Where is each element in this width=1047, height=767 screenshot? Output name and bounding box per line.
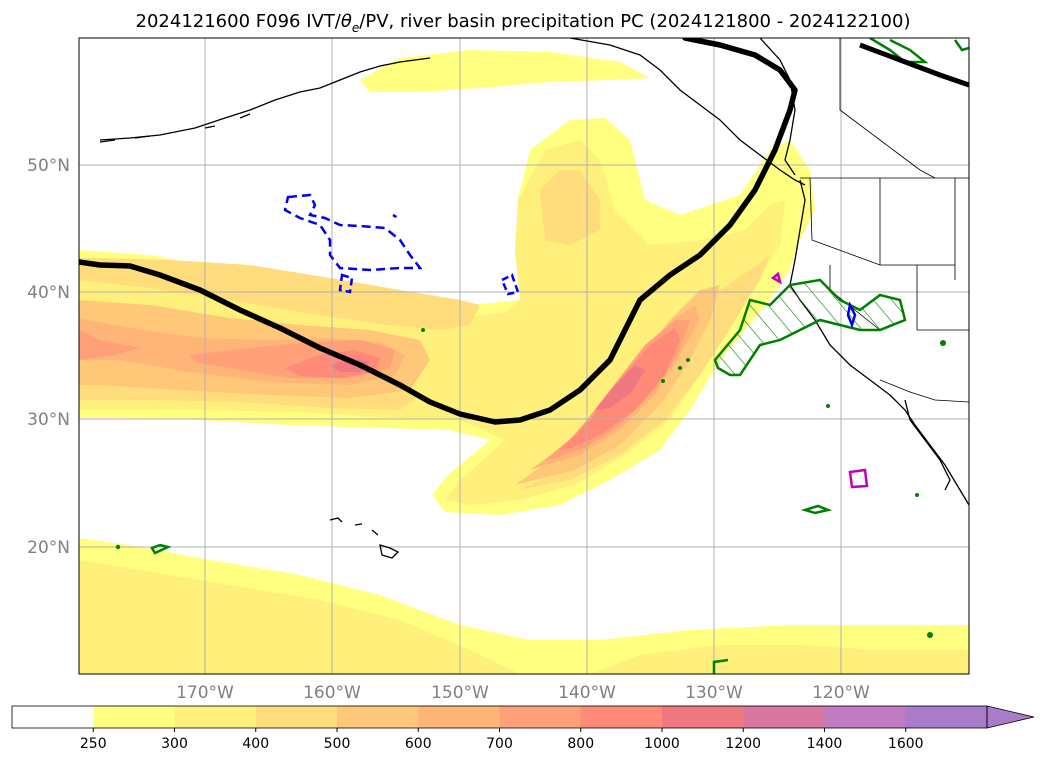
green-contour-northeast [869,38,929,64]
ivt-band-300-south-east [590,645,969,674]
colorbar-segment [662,706,744,728]
us-mexico-border [879,379,969,403]
lon-label-150w: 150°W [431,683,489,703]
colorbar-segment [824,706,907,728]
lon-label-160w: 160°W [303,683,361,703]
lon-label-120w: 120°W [812,683,870,703]
blue-dashed-contour-east [500,273,520,296]
borders [800,38,969,403]
colorbar-tick-label: 1400 [807,736,843,752]
state-borders [809,177,969,331]
green-contour-hawaii-west [150,543,172,555]
colorbar-tick-label: 500 [324,736,351,752]
colorbar-segment [174,706,257,728]
green-contour-northeast-2 [953,39,969,52]
colorbar-segment [905,706,988,728]
green-contour-south [800,504,833,515]
colorbar-segment [418,706,500,728]
ivt-shading [79,50,969,674]
colorbar-segments [12,706,988,728]
colorbar-tick-label: 600 [405,736,432,752]
colorbar-segment [93,706,175,728]
pv-contour-line [79,38,798,425]
colorbar-tick-label: 1000 [644,736,680,752]
lon-label-170w: 170°W [176,683,234,703]
coastlines [99,38,969,559]
ivt-band-400-east [520,170,770,490]
us-west-coast [789,179,969,506]
canada-coast [759,38,796,176]
colorbar-tick-label: 700 [486,736,513,752]
alaska-panhandle-coast [569,38,806,186]
map-area [79,38,969,674]
lat-label-20n: 20°N [27,538,70,558]
hawaii-islands [329,517,400,559]
colorbar-tick-label: 250 [80,736,107,752]
lat-label-50n: 50°N [27,156,70,176]
colorbar-segment [255,706,338,728]
blue-dashed-contour-main [283,193,423,272]
colorbar-extend-arrow [986,705,1035,729]
green-contours [150,38,969,674]
colorbar: 250 300 400 500 600 700 800 1000 1200 1400 1600 [11,705,1035,752]
colorbar-tick-label: 400 [242,736,269,752]
colorbar-segment [499,706,582,728]
ivt-band-1000-east [595,365,645,410]
lat-label-30n: 30°N [27,410,70,430]
map-frame [78,37,970,675]
colorbar-segment [12,706,94,728]
ivt-band-250-north [360,50,650,92]
colorbar-segment [580,706,663,728]
map-title: 2024121600 F096 IVT/θe/PV, river basin p… [136,11,911,35]
colorbar-tick-label: 1600 [888,736,924,752]
ivt-band-1000 [330,358,370,372]
magenta-contour-north [770,271,782,285]
alaska-coast [99,57,431,141]
colorbar-tick-label: 1200 [725,736,761,752]
green-contour-bottom [712,658,729,674]
colorbar-segment [743,706,825,728]
alaska-canada-border [839,38,936,179]
green-contour-california [713,278,907,377]
colorbar-tick-label: 800 [567,736,594,752]
blue-contour-california [846,301,857,329]
lon-label-130w: 130°W [685,683,743,703]
blue-dashed-contour-small [338,273,354,294]
blue-dashed-contour-dot [392,213,399,220]
baja-coast [904,399,951,491]
blue-dashed-contours [283,193,857,329]
magenta-contours [770,271,869,489]
colorbar-segment [337,706,419,728]
lon-label-140w: 140°W [558,683,616,703]
green-dots [115,328,946,638]
aleutian-islands [99,113,251,143]
magenta-contour-south [848,468,869,489]
pv-contour-line-northeast [859,42,969,88]
colorbar-tick-label: 300 [161,736,188,752]
colorbar-ticks: 250 300 400 500 600 700 800 1000 1200 1400 1600 [80,728,924,752]
lat-label-40n: 40°N [27,283,70,303]
ivt-band-300-south [79,560,520,674]
